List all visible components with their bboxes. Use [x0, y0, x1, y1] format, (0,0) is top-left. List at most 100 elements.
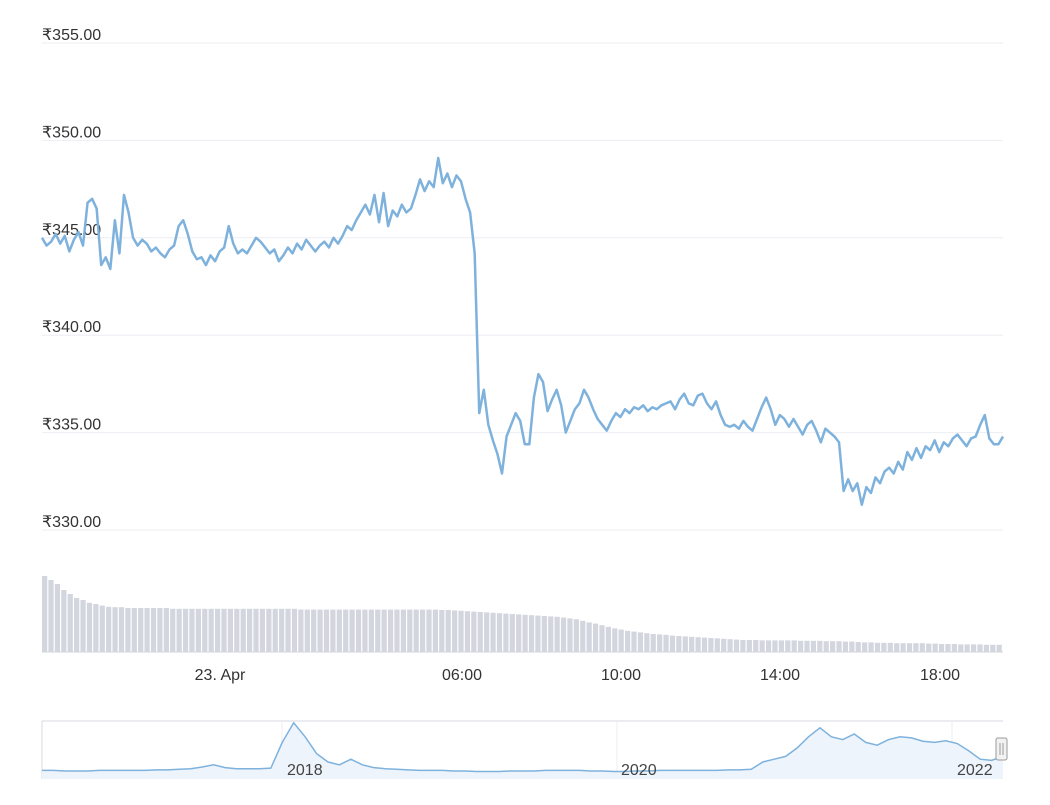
volume-bar — [830, 641, 836, 652]
volume-bar — [336, 609, 342, 652]
x-axis-ticks: 23. Apr 06:00 10:00 14:00 18:00 — [195, 667, 960, 684]
y-tick-label: ₹345.00 — [42, 222, 101, 239]
volume-bar — [528, 615, 535, 652]
volume-bar — [279, 608, 285, 652]
volume-bar — [804, 640, 810, 652]
volume-bar — [355, 609, 362, 652]
volume-bar — [240, 608, 246, 652]
volume-bar — [727, 639, 733, 652]
volume-bar — [765, 640, 772, 652]
volume-bar — [701, 637, 708, 652]
volume-bar — [234, 608, 240, 652]
volume-bar — [945, 644, 951, 652]
volume-bar — [93, 604, 99, 652]
volume-bar — [304, 609, 310, 652]
volume-bar — [708, 638, 714, 652]
volume-bar — [144, 608, 150, 652]
volume-bar — [452, 610, 458, 652]
navigator-range-handle[interactable] — [995, 737, 1008, 761]
volume-bar — [202, 608, 208, 652]
volume-bar — [407, 609, 413, 652]
volume-bar — [817, 640, 823, 652]
navigator-tick-label: 2018 — [287, 762, 323, 779]
volume-bar — [938, 644, 945, 652]
volume-bar — [330, 609, 336, 652]
volume-bar — [746, 640, 752, 652]
volume-bar — [689, 636, 695, 652]
volume-bar — [874, 642, 881, 652]
volume-bar — [733, 639, 740, 652]
volume-bar — [842, 641, 849, 652]
volume-bar — [99, 605, 105, 652]
volume-bar — [644, 633, 650, 652]
volume-bar — [259, 608, 266, 652]
volume-bar — [919, 643, 925, 652]
volume-bar — [426, 609, 432, 652]
volume-bar — [625, 630, 631, 652]
volume-bar — [951, 644, 957, 652]
y-tick-label: ₹355.00 — [42, 27, 101, 44]
volume-bar — [592, 623, 599, 652]
price-line — [40, 156, 1005, 506]
volume-bar — [887, 642, 893, 652]
x-tick-label: 18:00 — [920, 667, 960, 684]
volume-bar — [118, 607, 125, 652]
volume-bar — [567, 618, 573, 652]
volume-bar — [247, 608, 253, 652]
volume-bar — [214, 608, 221, 652]
volume-bar — [823, 641, 829, 652]
volume-bar — [958, 644, 964, 652]
volume-bar — [432, 609, 439, 652]
volume-bar — [810, 640, 817, 652]
volume-bar — [855, 642, 861, 652]
volume-bar — [298, 609, 304, 652]
volume-bar — [195, 608, 201, 652]
y-axis-ticks: ₹355.00 ₹350.00 ₹345.00 ₹340.00 ₹335.00 ₹330.… — [42, 27, 101, 531]
volume-bar — [906, 643, 913, 652]
volume-bar — [349, 609, 355, 652]
volume-bar — [657, 634, 663, 652]
volume-bar — [682, 636, 688, 652]
volume-bar — [477, 612, 483, 652]
volume-bar — [176, 608, 182, 652]
volume-bar — [516, 614, 522, 652]
volume-bar — [125, 608, 131, 652]
volume-bar — [343, 609, 349, 652]
volume-bar — [721, 638, 727, 652]
volume-bar — [484, 612, 490, 652]
volume-bar — [637, 632, 644, 652]
navigator-tick-label: 2022 — [957, 762, 993, 779]
y-tick-label: ₹330.00 — [42, 514, 101, 531]
volume-bar — [663, 634, 669, 652]
volume-bar — [375, 609, 381, 652]
grid-lines — [42, 42, 1003, 531]
volume-bar — [285, 608, 291, 652]
volume-bar — [208, 608, 214, 652]
volume-bar — [548, 616, 554, 652]
volume-bar — [849, 641, 855, 652]
volume-bar — [881, 642, 887, 652]
volume-bar — [445, 610, 451, 652]
volume-bar — [131, 608, 137, 652]
price-series — [40, 156, 1005, 506]
volume-bar — [913, 643, 919, 652]
volume-bar — [182, 608, 189, 652]
x-tick-label: 23. Apr — [195, 667, 246, 684]
volume-bar — [618, 629, 624, 652]
navigator-tick-label: 2020 — [621, 762, 657, 779]
volume-bar — [227, 608, 233, 652]
volume-bar — [605, 626, 611, 652]
volume-bars — [42, 576, 1003, 653]
volume-bar — [394, 609, 400, 652]
x-tick-label: 10:00 — [601, 667, 641, 684]
navigator-area — [42, 722, 1003, 779]
volume-bar — [522, 614, 528, 652]
volume-bar — [150, 608, 157, 652]
volume-bar — [157, 608, 163, 652]
volume-bar — [419, 609, 426, 652]
volume-bar — [291, 608, 298, 652]
volume-bar — [439, 610, 445, 652]
volume-bar — [990, 644, 996, 652]
volume-bar — [106, 606, 112, 652]
